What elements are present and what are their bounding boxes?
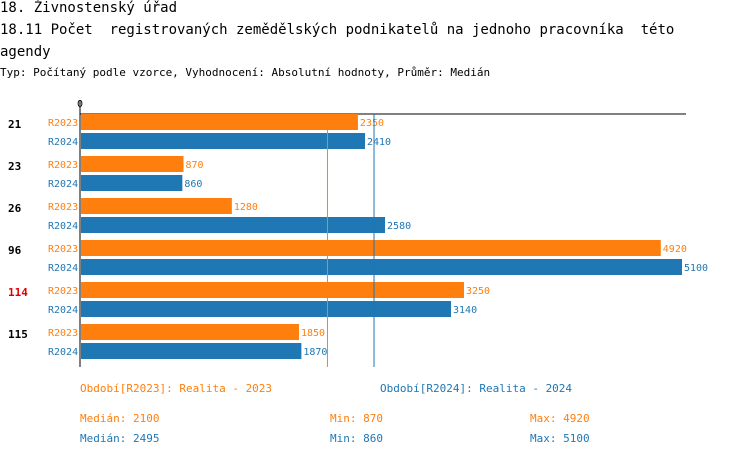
category-label: 114 <box>8 286 28 299</box>
bar <box>81 198 232 214</box>
bar <box>81 217 386 233</box>
data-label: 2350 <box>360 118 384 129</box>
data-label: 5100 <box>684 263 708 274</box>
bar <box>81 175 183 191</box>
chart-title: 18.11 Počet registrovaných zemědělských … <box>0 22 675 38</box>
category-label: 96 <box>8 244 22 257</box>
chart-title-continued: agendy <box>0 44 51 60</box>
series-label: R2024 <box>48 137 78 148</box>
bar <box>81 114 358 130</box>
data-label: 4920 <box>663 244 687 255</box>
data-label: 1280 <box>234 202 258 213</box>
series-label: R2024 <box>48 347 78 358</box>
bar <box>81 324 300 340</box>
data-label: 1850 <box>301 328 325 339</box>
series-label: R2023 <box>48 118 78 129</box>
bar <box>81 343 302 359</box>
data-label: 2580 <box>387 221 411 232</box>
series-label: R2024 <box>48 305 78 316</box>
bar <box>81 259 682 275</box>
stat-r2023-max: Max: 4920 <box>530 412 590 425</box>
bar <box>81 133 366 149</box>
stat-r2024-max: Max: 5100 <box>530 432 590 445</box>
legend-r2023: Období[R2023]: Realita - 2023 <box>80 382 273 395</box>
stat-r2024-min: Min: 860 <box>330 432 383 445</box>
series-label: R2024 <box>48 221 78 232</box>
series-label: R2024 <box>48 263 78 274</box>
data-label: 2410 <box>367 137 391 148</box>
series-label: R2023 <box>48 286 78 297</box>
data-label: 3250 <box>466 286 490 297</box>
series-label: R2024 <box>48 179 78 190</box>
stat-r2023-median: Medián: 2100 <box>80 412 160 425</box>
category-label: 23 <box>8 160 21 173</box>
legend-r2024: Období[R2024]: Realita - 2024 <box>380 382 573 395</box>
stat-r2024-median: Medián: 2495 <box>80 432 160 445</box>
data-label: 3140 <box>453 305 477 316</box>
category-label: 115 <box>8 328 28 341</box>
bar <box>81 156 184 172</box>
series-label: R2023 <box>48 202 78 213</box>
category-label: 26 <box>8 202 22 215</box>
chart-subtitle: Typ: Počítaný podle vzorce, Vyhodnocení:… <box>0 66 491 79</box>
bar <box>81 240 661 256</box>
data-label: 1870 <box>303 347 327 358</box>
series-label: R2023 <box>48 328 78 339</box>
bar <box>81 301 452 317</box>
series-label: R2023 <box>48 160 78 171</box>
stat-r2023-min: Min: 870 <box>330 412 383 425</box>
category-label: 21 <box>8 118 22 131</box>
chart-title-section: 18. Živnostenský úřad <box>0 0 178 16</box>
data-label: 860 <box>184 179 202 190</box>
bar <box>81 282 464 298</box>
data-label: 870 <box>186 160 204 171</box>
series-label: R2023 <box>48 244 78 255</box>
